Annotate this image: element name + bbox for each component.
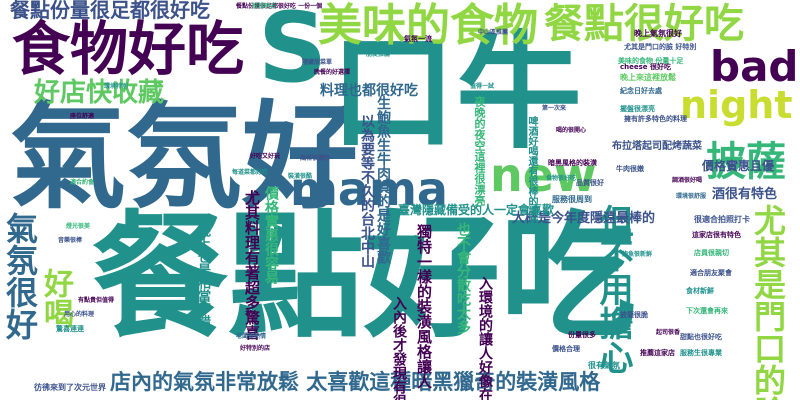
word-beer: 啤酒好喝還有很棒的調酒 <box>526 116 537 226</box>
word-bad: bad <box>710 42 799 91</box>
tiny-word: 好吃又好玩 <box>250 153 281 160</box>
tiny-word: 很想再去 <box>252 3 277 10</box>
tiny-word: 適合約會 <box>70 179 95 186</box>
tiny-word: 品質很好 <box>576 179 604 187</box>
tiny-word: 風格很獨特 <box>300 155 331 162</box>
tiny-word: 燈光很美 <box>66 223 91 230</box>
tiny-word: 喝的很開心 <box>556 127 587 134</box>
tiny-word: 擁有許多特色的料理 <box>624 115 687 123</box>
word-liaoli: 料理也都很好吃 <box>320 83 418 99</box>
tiny-word: 音樂很棒 <box>58 237 83 244</box>
tiny-word: 彷彿來到了次元世界 <box>34 383 106 392</box>
tiny-word: 好特別的店 <box>240 345 271 352</box>
tiny-word: 晚上來這裡放鬆 <box>620 73 676 82</box>
tiny-word: 中山區推薦 <box>478 29 509 36</box>
word-v-mid9: 入內後才發現有很多特殊 <box>391 296 407 400</box>
tiny-word: 尤其是門口的臉 好特別 <box>624 43 697 51</box>
word-meiwei-shiwu: 美味的食物 <box>318 0 538 51</box>
tiny-word: 隱藏版菜單 <box>302 59 333 66</box>
word-canting-haochi: 餐點好吃 <box>92 199 636 357</box>
word-pisa: 披薩 <box>706 139 786 185</box>
tiny-word: 驚喜連連 <box>56 325 84 333</box>
word-night-sky: 夜晚的夜空這裡很漂亮 <box>473 96 486 206</box>
tiny-word: 氣氛一流 <box>404 35 432 43</box>
tiny-word: 環境特別 <box>104 83 129 90</box>
tiny-word: 餐點份量很足都很好吃 一份一個 <box>236 3 323 10</box>
word-yingjian: 入環境的讓人好像在洞窟中 <box>477 276 493 400</box>
tiny-word: 這家店很有特色 <box>692 231 741 239</box>
word-bubuyong: 但不用擔心 <box>593 204 633 374</box>
tiny-word: 甜點也很好吃 <box>680 333 722 341</box>
word-jiu-tese: 酒很有特色 <box>712 187 778 202</box>
tiny-word: 份量很多 <box>568 331 596 339</box>
tiny-word: 暗黑風格的裝潢 <box>548 159 597 167</box>
word-fangsong: 店內的氣氛非常放鬆 太喜歡這種暗黑獵奇的裝潢風格 <box>110 370 601 394</box>
word-shiwu-haochi: 食物好吃 <box>12 15 245 83</box>
word-s-letter: S <box>258 0 328 104</box>
tiny-word: 下次還會再來 <box>686 307 728 315</box>
tiny-word: 店員很親切 <box>694 249 729 257</box>
tiny-word: 披薩很脆 <box>620 311 648 319</box>
tiny-word: 鮑魚很新鮮 <box>622 251 653 258</box>
tiny-word: 座位舒適 <box>70 113 95 120</box>
tiny-word: 服務生很專業 <box>680 349 722 357</box>
tiny-word: 推薦這家店 <box>640 349 675 357</box>
word-v-mid8: 晚上也是相當不錯 <box>195 224 210 328</box>
tiny-word: 食材新鮮 <box>686 287 714 295</box>
word-qifen-hao: 氣氛好 <box>10 90 358 225</box>
tiny-word: 裝潢很酷 <box>288 173 313 180</box>
tiny-word: 晚餐的好選擇 <box>314 69 351 76</box>
tiny-word: cheese 很好吃 <box>620 63 671 71</box>
tiny-word: 紀念日好去處 <box>620 87 662 95</box>
word-new: new <box>490 148 597 202</box>
word-canting-henhaochi: 餐點很好吃 <box>544 1 744 47</box>
tiny-word: 值得一試 <box>470 83 495 90</box>
word-v-mid2: 生鮑魚生牛肉真的是好喜歡 <box>375 96 391 264</box>
tiny-word: 起司很香 <box>656 329 681 336</box>
word-v-mid1: 以為要等不久的台北中山 <box>359 114 375 268</box>
word-v-mid3: 大概是今年度隱遠最棒的 <box>512 211 656 226</box>
word-fenliang: 餐點份量很足都很好吃 <box>10 0 210 22</box>
tiny-word: 有點貴但值得 <box>78 297 115 304</box>
tiny-word: 牛肉很嫩 <box>616 165 644 173</box>
word-v-mid4: 價格實惠很容易 <box>263 186 279 284</box>
word-bumbo: 布拉塔起司配烤蔬菜 <box>612 141 702 152</box>
word-koushou: 口牛 <box>330 19 582 166</box>
word-v-mid6: 獨特一樣的裝潢風格讓人 <box>415 224 433 389</box>
tiny-word: 晚上氣氛很好 <box>634 29 682 38</box>
tiny-word: 價格合理 <box>552 345 580 353</box>
tiny-word: 食物很好吃 <box>546 175 577 182</box>
tiny-word: 服務很周到 <box>552 195 592 204</box>
word-night: night <box>680 83 793 127</box>
word-mama: mama <box>290 162 448 216</box>
tiny-word: 擺盤很漂亮 <box>620 105 655 113</box>
word-jiage-lianghao: 價格實惠且優 <box>702 159 775 173</box>
tiny-word: 美味的食物 份量十足 <box>618 57 684 65</box>
tiny-word: 適合朋友聚會 <box>690 269 732 277</box>
word-youqi: 尤其是門口的臉 <box>749 204 787 400</box>
tiny-word: 第一次來 <box>542 105 567 112</box>
tiny-word: 很有氣氛 <box>588 361 620 370</box>
tiny-word: 用心的料理 <box>64 311 95 318</box>
tiny-word: 很適合拍照打卡 <box>694 215 750 224</box>
tiny-word: 老闆很熱情 <box>236 333 267 340</box>
tiny-word: 每道菜都好吃 <box>232 169 269 176</box>
word-v-mid7: 也不會分散吃太多 <box>455 222 471 334</box>
word-h-mid1: 臺灣隱藏備受的人一定會喜歡 <box>398 203 555 217</box>
word-haodian: 好店快收藏 <box>34 78 165 108</box>
word-v-mid5: 尤其料理有著超多驚喜 <box>243 190 261 340</box>
tiny-word: 調酒很好喝 <box>672 177 703 184</box>
word-qifen-henhao: 氣氛很好 <box>1 212 39 340</box>
tiny-word: 朋友推薦 <box>366 51 391 58</box>
word-haohe: 好喝 <box>38 268 73 328</box>
tiny-word: 環境很舒服 <box>676 193 707 200</box>
